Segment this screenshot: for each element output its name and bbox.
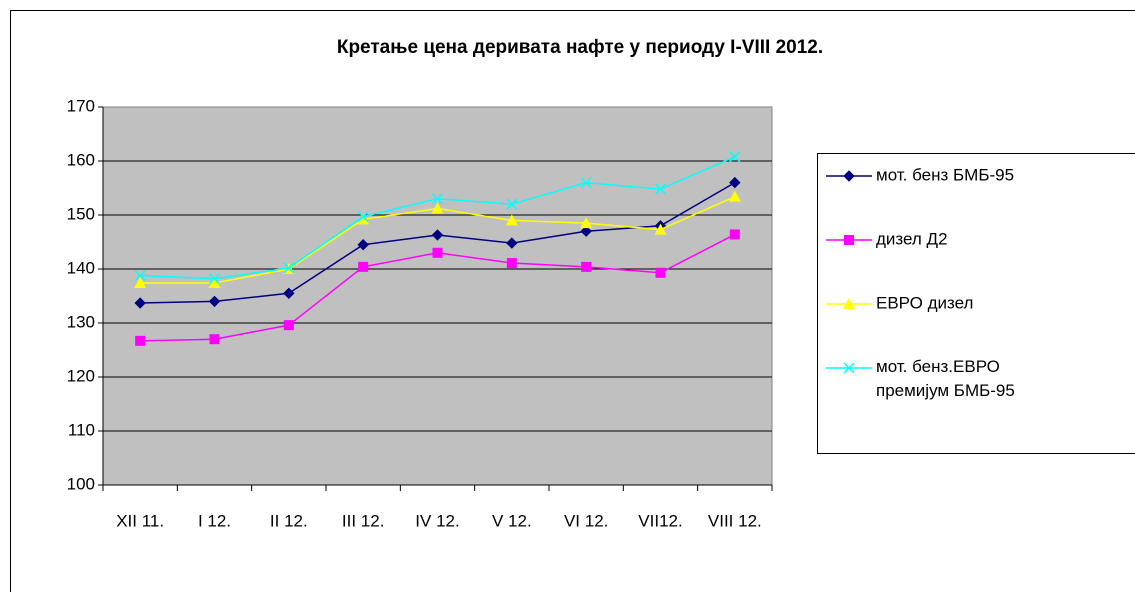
marker xyxy=(580,225,592,237)
y-tick-label: 110 xyxy=(68,420,95,439)
marker xyxy=(505,214,518,226)
marker xyxy=(134,269,146,282)
marker xyxy=(208,273,221,285)
marker xyxy=(581,261,592,272)
x-tick-label: XII 11. xyxy=(116,511,164,530)
marker xyxy=(729,229,740,240)
marker xyxy=(580,217,593,229)
y-tick-label: 140 xyxy=(67,258,95,277)
marker xyxy=(357,238,369,251)
y-tick-label: 120 xyxy=(67,366,95,385)
x-tick-label: III 12. xyxy=(342,511,385,530)
marker xyxy=(208,295,221,308)
x-tick-label: I 12. xyxy=(198,511,231,530)
y-tick-label: 100 xyxy=(67,474,95,493)
marker xyxy=(135,335,146,346)
marker xyxy=(843,362,855,374)
marker xyxy=(431,193,444,205)
marker xyxy=(431,202,444,214)
marker xyxy=(357,211,369,223)
marker xyxy=(728,190,741,202)
x-tick-label: VIII 12. xyxy=(708,511,762,530)
legend-label: ЕВРО дизел xyxy=(876,293,973,312)
marker xyxy=(283,320,294,331)
y-tick-label: 150 xyxy=(67,204,95,223)
marker xyxy=(283,262,295,274)
chart-title: Кретање цена деривата нафте у периоду I-… xyxy=(337,37,823,58)
marker xyxy=(729,151,741,163)
x-tick-label: V 12. xyxy=(492,511,532,530)
legend-label-line: премијум БМБ-95 xyxy=(876,381,1015,400)
marker xyxy=(358,261,369,272)
y-tick-label: 160 xyxy=(67,150,95,169)
marker xyxy=(843,170,855,182)
marker xyxy=(655,267,666,278)
legend-label: дизел Д2 xyxy=(876,229,948,248)
marker xyxy=(729,176,741,189)
marker xyxy=(134,277,147,289)
marker xyxy=(580,177,592,189)
marker xyxy=(506,258,517,269)
marker xyxy=(654,183,667,195)
x-tick-label: VII12. xyxy=(638,511,682,530)
marker xyxy=(431,229,444,241)
marker xyxy=(843,298,855,309)
marker xyxy=(209,334,220,345)
x-tick-label: II 12. xyxy=(270,511,308,530)
x-tick-label: IV 12. xyxy=(415,511,459,530)
legend-label: мот. бенз БМБ-95 xyxy=(876,165,1014,184)
marker xyxy=(844,235,854,245)
y-tick-label: 170 xyxy=(67,96,95,115)
marker xyxy=(134,297,146,309)
y-tick-label: 130 xyxy=(67,312,95,331)
marker xyxy=(506,198,518,210)
marker xyxy=(506,237,518,249)
marker xyxy=(208,277,221,289)
x-tick-label: VI 12. xyxy=(564,511,608,530)
legend-label: мот. бенз.ЕВРО премијум БМБ-95 xyxy=(876,357,1015,400)
plot-area xyxy=(102,106,773,486)
marker xyxy=(432,247,443,258)
marker xyxy=(357,213,370,225)
legend-label-line: мот. бенз.ЕВРО xyxy=(876,357,1000,376)
marker xyxy=(283,287,295,300)
marker xyxy=(654,223,667,235)
